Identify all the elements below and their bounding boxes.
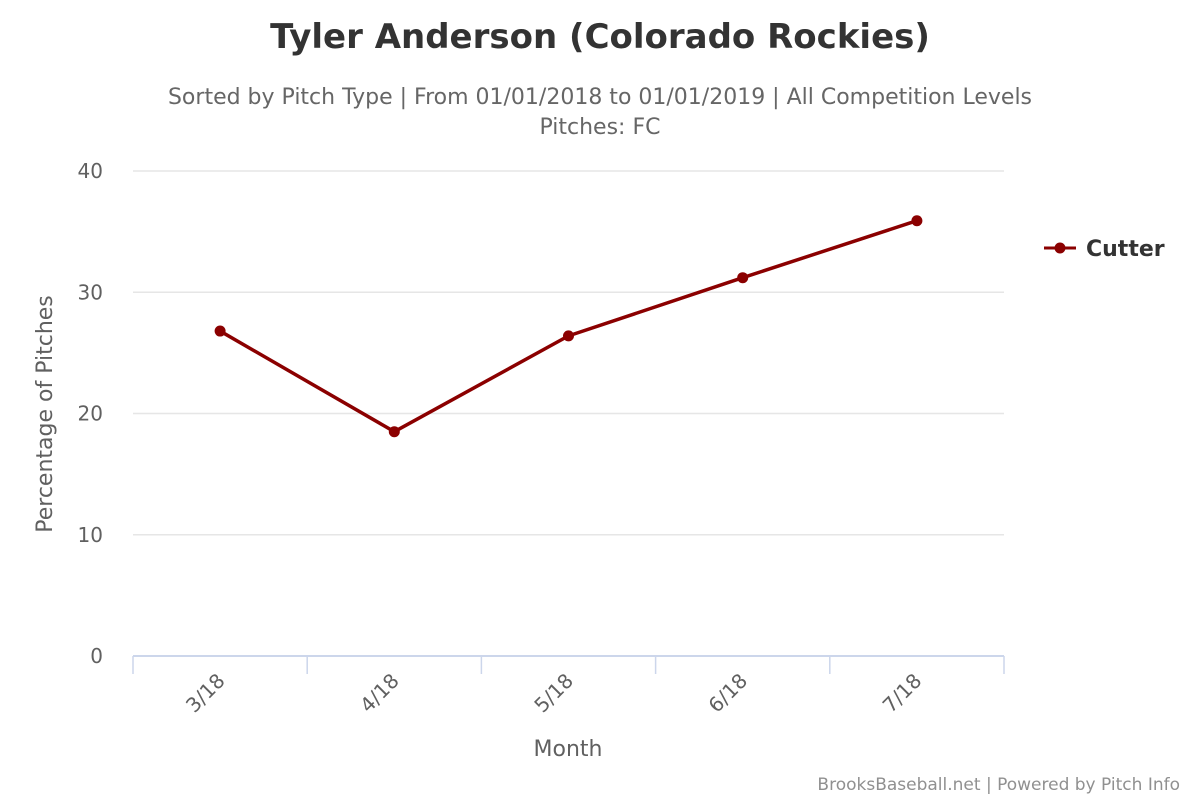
x-axis-ticks: 3/18 4/18 5/18 6/18 7/18 [181,669,927,718]
x-tick-label-3-18: 3/18 [181,669,230,718]
x-tick-label-4-18: 4/18 [355,669,404,718]
legend[interactable]: Cutter [1044,237,1165,262]
chart-title: Tyler Anderson (Colorado Rockies) [270,17,930,57]
y-tick-label-40: 40 [78,159,103,183]
x-tick-label-7-18: 7/18 [878,669,927,718]
data-point-4-18[interactable] [388,426,400,438]
legend-label-cutter[interactable]: Cutter [1086,237,1165,262]
data-point-5-18[interactable] [563,330,574,342]
series-cutter[interactable] [214,215,923,438]
x-tick-label-5-18: 5/18 [529,669,578,718]
data-point-3-18[interactable] [214,325,226,337]
chart-subtitle-line-2: Pitches: FC [540,115,661,140]
chart-credits[interactable]: BrooksBaseball.net | Powered by Pitch In… [817,775,1180,795]
gridlines [133,170,1004,536]
data-point-7-18[interactable] [911,215,923,227]
x-axis [132,655,1005,674]
y-tick-label-20: 20 [78,402,103,426]
series-line-0 [218,218,919,434]
legend-marker-icon [1054,242,1066,254]
x-axis-title: Month [534,737,603,762]
y-axis-title: Percentage of Pitches [33,295,58,533]
chart-subtitle-line-1: Sorted by Pitch Type | From 01/01/2018 t… [168,85,1032,110]
y-tick-label-10: 10 [78,523,103,547]
x-tick-label-6-18: 6/18 [704,669,753,718]
y-tick-label-0: 0 [90,644,103,668]
y-tick-label-30: 30 [78,280,103,304]
y-axis-ticks: 0 10 20 30 40 [78,159,103,668]
data-point-6-18[interactable] [737,272,749,284]
